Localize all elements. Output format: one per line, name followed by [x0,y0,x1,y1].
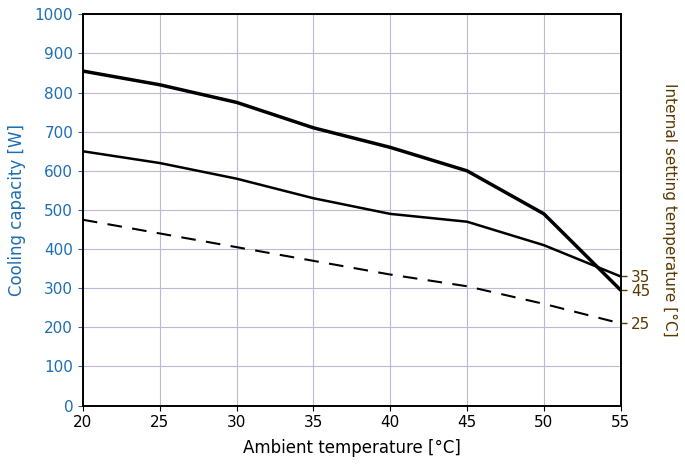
X-axis label: Ambient temperature [°C]: Ambient temperature [°C] [243,438,461,457]
Y-axis label: Cooling capacity [W]: Cooling capacity [W] [8,124,26,296]
Y-axis label: Internal setting temperature [°C]: Internal setting temperature [°C] [662,83,677,337]
